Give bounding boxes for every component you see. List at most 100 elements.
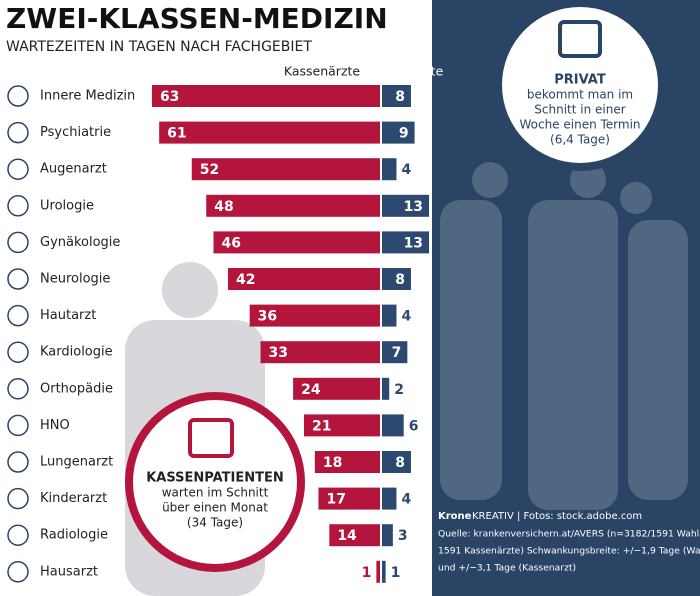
value-label: 4 <box>401 162 411 178</box>
bar <box>151 85 380 107</box>
value-label: 21 <box>312 418 331 434</box>
category-icon <box>7 487 29 510</box>
bar <box>314 451 380 473</box>
callout-text: warten im Schnitt <box>162 486 269 500</box>
category-icon <box>7 414 29 437</box>
calendar-icon <box>558 20 602 58</box>
value-label: 36 <box>258 309 277 325</box>
column-header: Wahlärzte <box>381 64 444 79</box>
value-label: 8 <box>395 272 405 288</box>
callout-text: Schnitt in einer <box>534 103 625 117</box>
category-icon <box>7 341 29 363</box>
value-label: 33 <box>269 345 288 361</box>
credit: Krone <box>438 511 472 522</box>
category-icon <box>7 561 29 583</box>
category-icon <box>7 121 29 144</box>
public-callout <box>125 392 305 572</box>
category-label: Radiologie <box>40 528 108 543</box>
value-label: 18 <box>323 455 342 471</box>
bar <box>382 487 397 510</box>
callout-text: bekommt man im <box>527 88 633 102</box>
value-label: 9 <box>399 126 409 142</box>
value-label: 48 <box>214 199 233 215</box>
value-label: 8 <box>395 89 405 105</box>
category-label: Urologie <box>40 198 94 213</box>
bar <box>318 487 380 510</box>
bar <box>227 268 380 290</box>
private-callout <box>494 0 666 171</box>
bar <box>382 560 386 583</box>
value-label: 17 <box>326 492 345 508</box>
bar <box>382 451 411 473</box>
value-label: 24 <box>301 382 321 398</box>
value-label: 13 <box>404 235 423 251</box>
bar <box>382 158 397 181</box>
category-label: Neurologie <box>40 272 110 287</box>
bar <box>382 85 411 107</box>
bar <box>206 194 380 217</box>
bar <box>329 524 380 547</box>
subtitle: WARTEZEITEN IN TAGEN NACH FACHGEBIET <box>6 39 312 55</box>
category-label: Kinderarzt <box>40 491 107 506</box>
category-icon <box>7 304 29 327</box>
category-icon <box>7 268 29 290</box>
bar <box>382 231 430 254</box>
value-label: 8 <box>395 455 405 471</box>
bar <box>249 304 380 327</box>
value-label: 2 <box>394 382 404 398</box>
bar <box>382 121 415 144</box>
category-label: Augenarzt <box>40 162 107 177</box>
category-icon <box>7 158 29 180</box>
category-icon <box>7 231 29 254</box>
value-label: 61 <box>167 126 186 142</box>
bar <box>382 414 404 437</box>
category-label: Psychiatrie <box>40 125 111 140</box>
value-label: 1 <box>362 565 372 581</box>
category-label: Lungenarzt <box>40 455 113 470</box>
callout-text: Woche einen Termin <box>519 118 640 132</box>
category-label: HNO <box>40 418 70 433</box>
bar <box>159 121 380 144</box>
value-label: 46 <box>221 235 240 251</box>
value-label: 4 <box>401 309 411 325</box>
callout-text: PRIVAT <box>554 73 606 88</box>
bar <box>303 414 380 437</box>
title: ZWEI-KLASSEN-MEDIZIN <box>6 2 388 35</box>
callout-text: (6,4 Tage) <box>550 133 610 147</box>
value-label: 4 <box>401 492 411 508</box>
source: und +/−3,1 Tage (Kassenarzt) <box>438 563 576 574</box>
bar <box>382 194 430 217</box>
bar <box>260 341 380 364</box>
category-icon <box>7 85 29 107</box>
calendar-icon <box>188 418 234 458</box>
value-label: 7 <box>392 345 402 361</box>
bar <box>382 268 411 290</box>
bar <box>293 377 380 400</box>
category-label: Hautarzt <box>40 308 96 323</box>
value-label: 14 <box>337 528 357 544</box>
value-label: 42 <box>236 272 255 288</box>
category-icon <box>7 451 29 473</box>
value-label: 63 <box>160 89 179 105</box>
column-header: Kassenärzte <box>284 64 361 79</box>
bar <box>191 158 380 181</box>
callout-text: über einen Monat <box>162 501 268 515</box>
bar <box>213 231 380 254</box>
category-label: Hausarzt <box>40 564 98 579</box>
bar <box>382 377 390 400</box>
category-label: Kardiologie <box>40 345 113 360</box>
category-icon <box>7 524 29 546</box>
bar <box>382 341 408 364</box>
value-label: 6 <box>409 418 419 434</box>
source: 1591 Kassenärzte) Schwankungsbreite: +/−… <box>438 546 700 557</box>
callout-text: KASSENPATIENTEN <box>146 471 284 486</box>
category-label: Innere Medizin <box>40 89 135 104</box>
value-label: 13 <box>404 199 423 215</box>
category-icon <box>7 378 29 400</box>
credit: KREATIV | Fotos: stock.adobe.com <box>472 511 642 522</box>
value-label: 1 <box>391 565 401 581</box>
category-label: Gynäkologie <box>40 235 120 250</box>
value-label: 52 <box>200 162 219 178</box>
